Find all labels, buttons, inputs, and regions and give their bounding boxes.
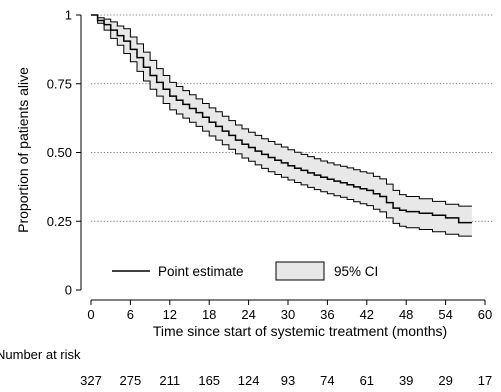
y-axis-title: Proportion of patients alive bbox=[15, 67, 31, 233]
risk-table-values: 327 275 211 165 124 93 74 61 39 29 17 bbox=[80, 373, 492, 388]
x-tick-label: 6 bbox=[127, 307, 134, 322]
risk-count: 17 bbox=[478, 373, 492, 388]
x-tick-label: 12 bbox=[163, 307, 177, 322]
grid-lines bbox=[91, 14, 493, 222]
legend-ci-swatch bbox=[275, 261, 325, 281]
x-tick-label: 30 bbox=[281, 307, 295, 322]
risk-count: 327 bbox=[80, 373, 102, 388]
point-estimate-line bbox=[91, 14, 472, 224]
ci-upper-line bbox=[91, 14, 472, 207]
x-tick-label: 18 bbox=[202, 307, 216, 322]
ci-band bbox=[91, 15, 472, 237]
legend: Point estimate 95% CI bbox=[112, 261, 378, 281]
ci-lower-line bbox=[91, 14, 472, 237]
x-tick-label: 42 bbox=[360, 307, 374, 322]
x-tick-label: 48 bbox=[399, 307, 413, 322]
risk-count: 165 bbox=[198, 373, 220, 388]
risk-table-title: Number at risk bbox=[0, 347, 81, 362]
y-tick-label: 0.75 bbox=[47, 76, 72, 91]
x-tick-label: 36 bbox=[320, 307, 334, 322]
risk-count: 39 bbox=[399, 373, 413, 388]
x-tick-label: 54 bbox=[438, 307, 452, 322]
legend-label-ci: 95% CI bbox=[334, 264, 378, 279]
x-tick-label: 24 bbox=[241, 307, 255, 322]
y-tick-label: 1 bbox=[65, 8, 72, 23]
y-axis-ticks: 0 0.25 0.50 0.75 1 bbox=[47, 8, 81, 298]
legend-label-point-estimate: Point estimate bbox=[158, 264, 244, 279]
point-estimate-layer bbox=[91, 14, 472, 224]
x-axis-ticks: 0 6 12 18 24 30 36 42 48 54 60 bbox=[87, 300, 492, 322]
x-tick-label: 60 bbox=[478, 307, 492, 322]
y-tick-label: 0.50 bbox=[47, 145, 72, 160]
risk-count: 275 bbox=[120, 373, 142, 388]
x-axis-title: Time since start of systemic treatment (… bbox=[153, 323, 447, 339]
risk-count: 61 bbox=[360, 373, 374, 388]
risk-count: 74 bbox=[320, 373, 334, 388]
y-tick-label: 0.25 bbox=[47, 214, 72, 229]
risk-count: 93 bbox=[281, 373, 295, 388]
ci-band-layer bbox=[91, 14, 472, 237]
y-tick-label: 0 bbox=[65, 283, 72, 298]
risk-count: 211 bbox=[159, 373, 180, 388]
x-tick-label: 0 bbox=[87, 307, 94, 322]
risk-count: 124 bbox=[238, 373, 260, 388]
risk-count: 29 bbox=[438, 373, 452, 388]
